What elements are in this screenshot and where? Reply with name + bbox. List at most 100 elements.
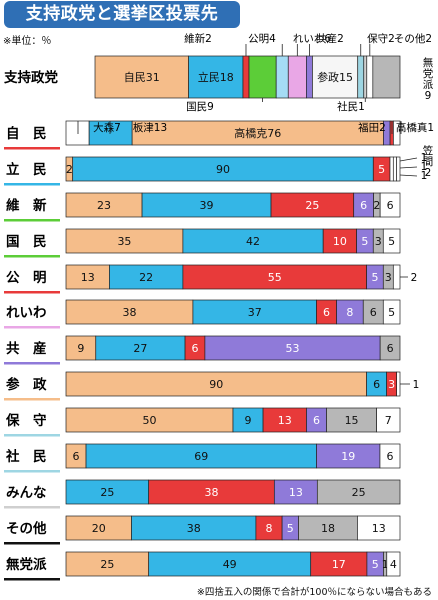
support-top-callout-3: 共産2	[316, 32, 344, 45]
row-accent-0	[4, 147, 60, 150]
sansei-right-callout: 1	[413, 379, 420, 391]
row-4-seg-label-2: 55	[268, 271, 282, 284]
row-11-seg-label-2: 8	[266, 522, 273, 535]
row-label-10: みんな	[6, 485, 47, 501]
support-seg-7	[312, 55, 359, 99]
row-1-seg-label-2: 5	[378, 163, 385, 176]
row-4-seg-label-0: 13	[81, 271, 95, 284]
cdp-right-callout-0: 1	[421, 152, 428, 164]
row-12-seg-label-4: 1	[382, 558, 389, 571]
support-bottom-callout-0: 国民9	[186, 101, 214, 113]
unit-note: ※単位：％	[3, 36, 52, 47]
row-3-seg-0	[65, 228, 184, 254]
row-3-seg-label-1: 42	[246, 235, 260, 248]
row-3-seg-5	[382, 228, 401, 254]
title-banner: 支持政党と選挙区投票先	[4, 1, 240, 28]
support-seg-label-0: 自民31	[124, 71, 160, 84]
row-6-seg-4	[379, 335, 401, 361]
row-4-seg-label-1: 22	[139, 271, 153, 284]
row-12-seg-label-3: 5	[372, 558, 379, 571]
row-2-seg-label-4: 2	[373, 199, 380, 212]
row-10-seg-label-3: 25	[352, 486, 366, 499]
support-seg-0	[94, 55, 189, 99]
row-label-12: 無党派	[6, 556, 47, 573]
row-5-seg-5	[382, 299, 401, 325]
row-7-seg-0	[65, 371, 367, 397]
row-4-seg-label-4: 3	[385, 271, 392, 284]
support-seg-label-7: 参政15	[317, 70, 353, 84]
support-seg-1	[188, 55, 244, 99]
row-2-seg-0	[65, 192, 143, 218]
row-8-seg-4	[326, 407, 377, 433]
row-10-seg-1	[148, 479, 275, 505]
support-top-callout-1: 公明4	[248, 33, 276, 45]
row-label-8: 保 守	[5, 412, 47, 429]
support-seg-2	[242, 55, 250, 99]
row-12-seg-label-5: 4	[390, 558, 397, 571]
row-label-7: 参 政	[6, 376, 47, 393]
row-10-seg-label-1: 38	[205, 486, 219, 499]
support-seg-10	[366, 55, 374, 99]
row-label-4: 公 明	[6, 270, 47, 286]
row-0-seg-5	[393, 120, 401, 146]
row-9-seg-2	[316, 443, 381, 469]
row-9-seg-label-3: 6	[386, 450, 393, 463]
row-accent-8	[4, 434, 60, 437]
row-12-seg-2	[310, 551, 368, 577]
row-7-seg-label-2: 3	[388, 378, 395, 391]
row-2-seg-1	[141, 192, 272, 218]
row-3-seg-label-2: 10	[333, 235, 347, 248]
row-6-seg-label-4: 6	[387, 342, 394, 355]
ldp-right-callout-0: 笠	[423, 144, 434, 157]
row-6-seg-label-1: 27	[133, 342, 147, 355]
row-3-seg-1	[182, 228, 324, 254]
row-label-11: その他	[6, 520, 47, 537]
row-2-seg-label-5: 6	[387, 199, 394, 212]
row-9-seg-label-1: 69	[194, 450, 208, 463]
row-5-seg-0	[65, 299, 194, 325]
row-accent-5	[4, 326, 60, 329]
row-accent-1	[4, 183, 60, 186]
row-8-seg-label-3: 6	[313, 414, 320, 427]
row-5-seg-label-0: 38	[122, 306, 136, 319]
row-1-seg-3	[389, 156, 394, 182]
row-10-seg-2	[273, 479, 318, 505]
row-3-seg-label-0: 35	[117, 235, 131, 248]
cdp-right-callout-2: 1	[421, 170, 428, 182]
row-accent-11	[4, 542, 60, 545]
ldp-top-callout-0: 大森7	[93, 121, 121, 134]
row-9-seg-label-0: 6	[73, 450, 80, 463]
row-7-seg-label-1: 6	[373, 378, 380, 391]
row-8-seg-0	[65, 407, 234, 433]
row-11-seg-label-5: 13	[372, 522, 386, 535]
row-11-seg-label-1: 38	[187, 522, 201, 535]
support-right-callout-1: 党	[423, 67, 434, 80]
ldp-right-callout-1: 間	[423, 156, 434, 168]
komei-right-callout: 2	[411, 272, 418, 284]
row-5-seg-1	[192, 299, 317, 325]
row-5-seg-label-3: 8	[346, 306, 353, 319]
row-label-2: 維 新	[6, 197, 47, 214]
row-8-seg-label-1: 9	[245, 414, 252, 427]
row-accent-9	[4, 470, 60, 473]
row-label-5: れいわ	[6, 305, 47, 321]
row-accent-6	[4, 362, 60, 365]
row-10-seg-0	[65, 479, 150, 505]
row-accent-7	[4, 398, 60, 401]
row-9-seg-label-2: 19	[341, 450, 355, 463]
row-10-seg-label-2: 13	[289, 486, 303, 499]
row-4-seg-5	[392, 264, 401, 290]
row-accent-2	[4, 219, 60, 222]
row-3-seg-label-5: 5	[388, 235, 395, 248]
row-1-seg-4	[392, 156, 398, 182]
cdp-right-leader-2	[399, 174, 418, 177]
row-12-seg-label-1: 49	[223, 558, 237, 571]
support-top-callout-4: 保守2	[367, 32, 395, 45]
support-right-callout-0: 無	[423, 56, 434, 69]
row-2-seg-2	[270, 192, 355, 218]
row-label-0: 自 民	[6, 125, 47, 142]
row-6-seg-label-2: 6	[191, 342, 198, 355]
row-4-seg-2	[182, 264, 367, 290]
row-6-seg-1	[95, 335, 186, 361]
